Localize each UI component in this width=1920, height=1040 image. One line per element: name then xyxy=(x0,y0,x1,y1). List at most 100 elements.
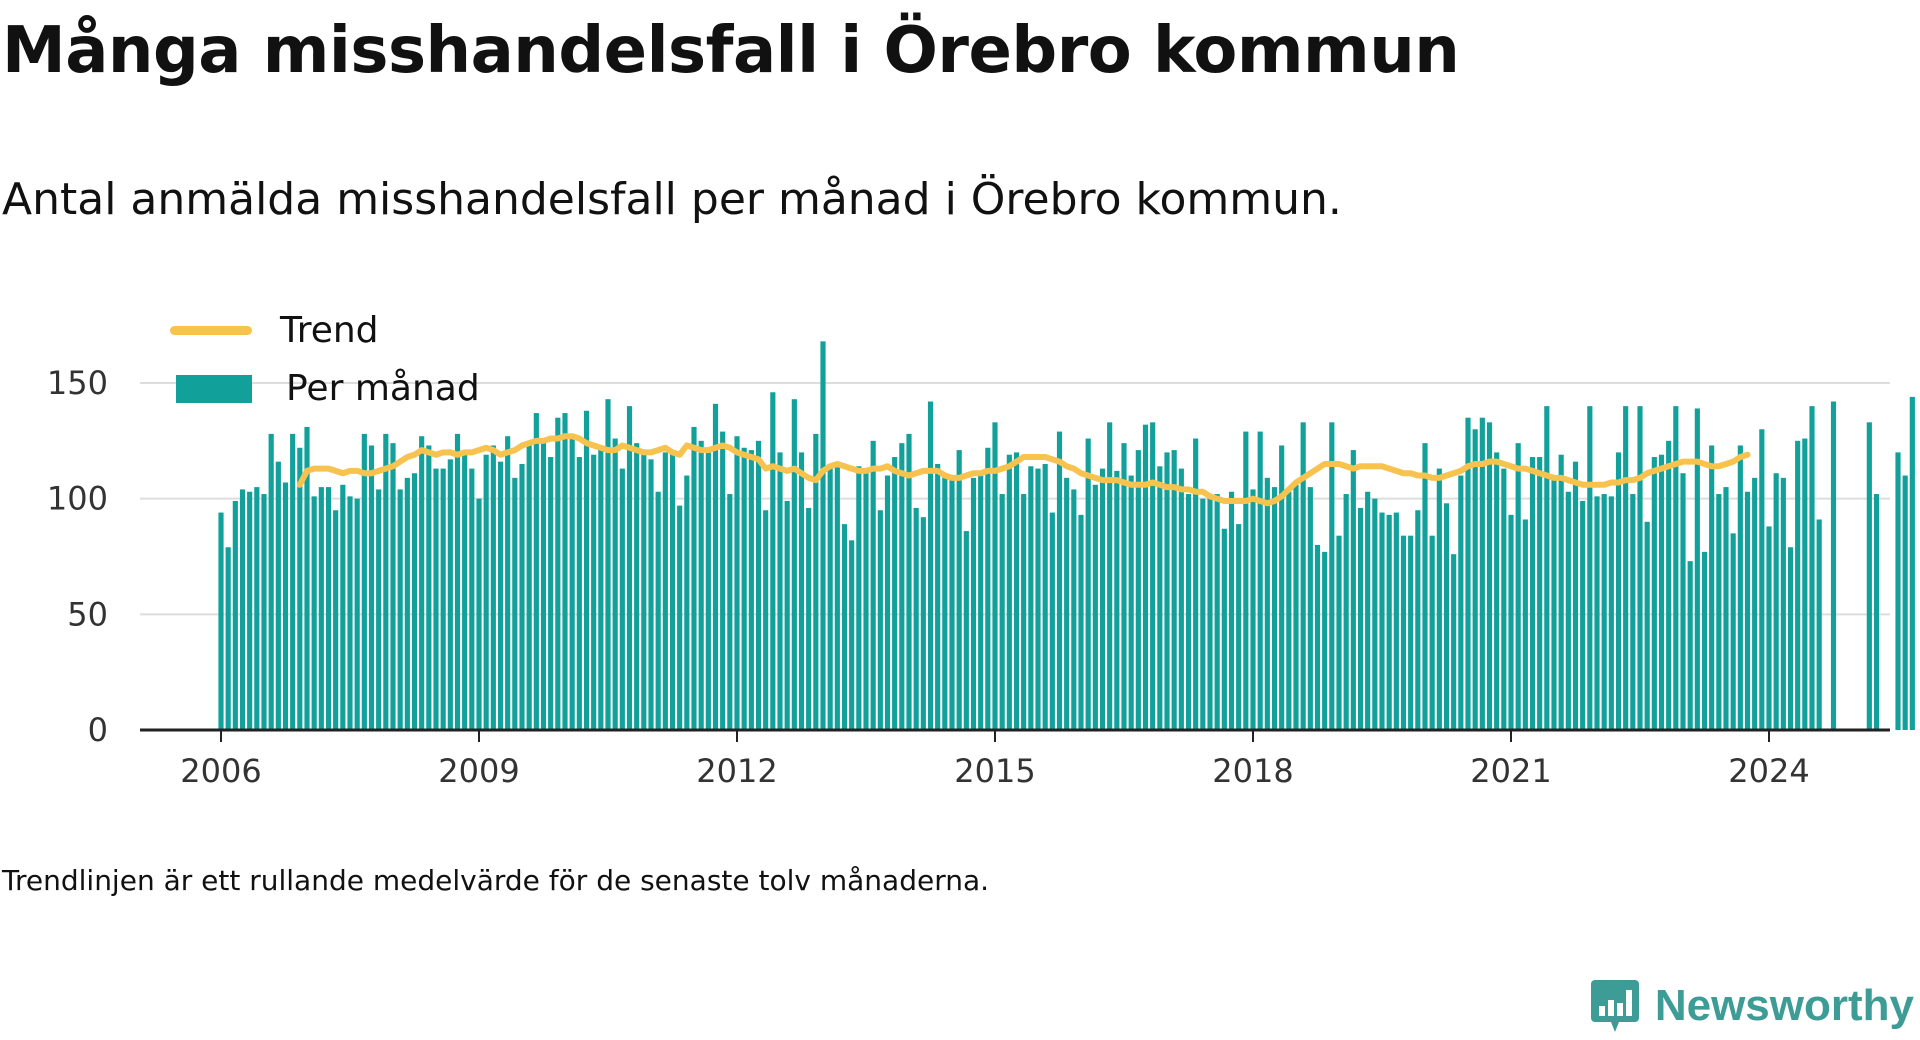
bar xyxy=(1336,535,1342,730)
bar xyxy=(935,463,941,730)
bar xyxy=(684,475,690,730)
bar xyxy=(254,487,260,730)
axes: 0 50 100 150 2006 2009 2012 2015 2018 2021 2024 xyxy=(47,364,1890,790)
bar xyxy=(411,473,418,730)
bar xyxy=(777,452,783,730)
bar xyxy=(333,510,339,730)
bar xyxy=(1006,454,1012,730)
bar xyxy=(906,433,912,730)
bar xyxy=(834,466,840,730)
bar xyxy=(1501,468,1507,730)
bar xyxy=(641,452,647,730)
chart-area: 0 50 100 150 2006 2009 2012 2015 2018 2021 2024 xyxy=(47,341,1915,790)
bar xyxy=(1723,487,1729,730)
bar xyxy=(1787,547,1794,730)
bar xyxy=(304,426,310,730)
bar xyxy=(1429,535,1435,730)
bar xyxy=(1873,494,1880,730)
bar xyxy=(978,470,984,730)
bar xyxy=(1494,452,1500,730)
bar xyxy=(884,475,891,730)
chart-title: Många misshandelsfall i Örebro kommun xyxy=(2,14,1460,88)
bar xyxy=(870,440,876,730)
newsworthy-logo-icon xyxy=(1590,980,1639,1032)
bar xyxy=(290,433,296,730)
bar xyxy=(1314,544,1321,730)
bar xyxy=(1658,454,1665,730)
bar xyxy=(1737,445,1743,730)
bar xyxy=(1866,422,1872,730)
bar xyxy=(720,431,726,730)
bar xyxy=(1802,438,1808,730)
x-tick-label: 2024 xyxy=(1728,752,1809,790)
y-tick-label: 150 xyxy=(47,364,108,402)
bar xyxy=(540,443,547,730)
bar xyxy=(849,540,855,730)
bar xyxy=(404,477,410,730)
bar xyxy=(634,443,640,730)
bar xyxy=(1221,528,1227,730)
bar xyxy=(655,491,661,730)
bar xyxy=(1350,450,1356,730)
bar xyxy=(1486,422,1493,730)
bar xyxy=(1508,514,1514,730)
bar xyxy=(1780,477,1786,730)
trend-line xyxy=(296,433,1751,507)
bar xyxy=(1372,498,1378,730)
bar xyxy=(1400,535,1407,730)
bar xyxy=(512,477,518,730)
bar xyxy=(275,461,281,730)
bar xyxy=(383,433,389,730)
bar xyxy=(770,392,776,730)
x-tick-label: 2009 xyxy=(438,752,519,790)
bar xyxy=(1809,406,1815,730)
bar xyxy=(1694,408,1700,730)
bar xyxy=(325,487,332,730)
bar xyxy=(1042,463,1048,730)
bar xyxy=(712,403,719,730)
bar xyxy=(1601,494,1607,730)
bar xyxy=(999,494,1005,730)
brand-name: Newsworthy xyxy=(1654,981,1914,1030)
bar xyxy=(1035,468,1041,730)
bar xyxy=(1766,526,1772,730)
bar xyxy=(1666,440,1672,730)
bar xyxy=(1795,440,1801,730)
bar xyxy=(447,459,453,730)
bar xyxy=(1630,494,1636,730)
bar xyxy=(282,482,289,730)
bar xyxy=(691,426,697,730)
bar xyxy=(1386,514,1392,730)
bar xyxy=(1300,422,1306,730)
bar xyxy=(734,436,740,730)
bar xyxy=(1150,422,1156,730)
bar xyxy=(1293,484,1299,730)
bar xyxy=(741,447,747,730)
bar xyxy=(863,468,869,730)
bar xyxy=(1135,450,1141,730)
bar xyxy=(1357,507,1364,730)
bar xyxy=(1243,431,1249,730)
bar xyxy=(1522,519,1528,730)
bar xyxy=(820,341,826,730)
bar xyxy=(397,489,403,730)
bar xyxy=(232,500,238,730)
bar xyxy=(1752,477,1758,730)
bar xyxy=(992,422,998,730)
bar xyxy=(669,450,676,730)
bar xyxy=(1615,452,1622,730)
bar xyxy=(1128,475,1134,730)
bar xyxy=(1200,498,1206,730)
bar xyxy=(949,477,955,730)
legend-bars-swatch xyxy=(176,374,252,403)
bar xyxy=(390,443,396,730)
bar xyxy=(1709,445,1715,730)
bar xyxy=(1415,510,1421,730)
bar xyxy=(583,410,590,730)
bar xyxy=(1537,457,1543,730)
bar xyxy=(892,457,898,730)
bar xyxy=(1716,494,1722,730)
bar xyxy=(1092,484,1098,730)
bar xyxy=(555,417,561,730)
bar xyxy=(361,433,367,730)
